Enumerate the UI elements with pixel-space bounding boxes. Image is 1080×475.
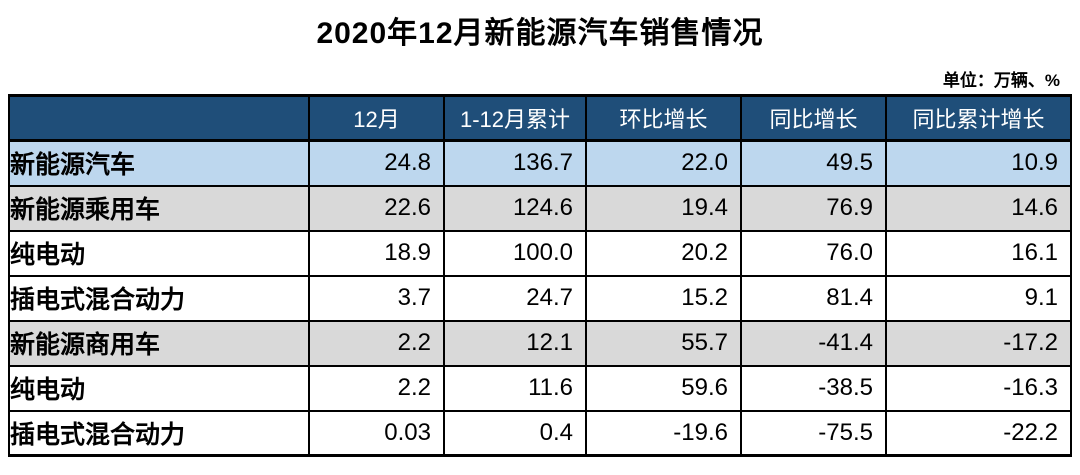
table-header: 12月 1-12月累计 环比增长 同比增长 同比累计增长 <box>8 94 1072 142</box>
cell-value: 81.4 <box>740 274 887 322</box>
cell-value: 24.7 <box>443 274 587 322</box>
cell-value: 14.6 <box>885 184 1072 232</box>
table-row: 插电式混合动力 3.7 24.7 15.2 81.4 9.1 <box>8 274 1072 322</box>
cell-value: -16.3 <box>885 364 1072 412</box>
cell-value: 0.03 <box>308 409 445 457</box>
table-row: 新能源乘用车 22.6 124.6 19.4 76.9 14.6 <box>8 184 1072 232</box>
cell-value: -19.6 <box>585 409 742 457</box>
cell-value: 22.6 <box>308 184 445 232</box>
table-row: 新能源商用车 2.2 12.1 55.7 -41.4 -17.2 <box>8 319 1072 367</box>
cell-value: 9.1 <box>885 274 1072 322</box>
cell-value: -41.4 <box>740 319 887 367</box>
cell-value: 15.2 <box>585 274 742 322</box>
row-label: 新能源汽车 <box>8 139 310 187</box>
cell-value: 18.9 <box>308 229 445 277</box>
cell-value: 11.6 <box>443 364 587 412</box>
page-title: 2020年12月新能源汽车销售情况 <box>316 17 764 50</box>
cell-value: 55.7 <box>585 319 742 367</box>
cell-value: 136.7 <box>443 139 587 187</box>
cell-value: 2.2 <box>308 319 445 367</box>
cell-value: -22.2 <box>885 409 1072 457</box>
cell-value: 12.1 <box>443 319 587 367</box>
cell-value: 3.7 <box>308 274 445 322</box>
row-label: 新能源乘用车 <box>8 184 310 232</box>
row-label: 插电式混合动力 <box>8 409 310 457</box>
column-header: 同比累计增长 <box>885 94 1072 142</box>
cell-value: 16.1 <box>885 229 1072 277</box>
cell-value: 76.0 <box>740 229 887 277</box>
column-header: 1-12月累计 <box>443 94 587 142</box>
cell-value: 19.4 <box>585 184 742 232</box>
cell-value: 59.6 <box>585 364 742 412</box>
report-page: 2020年12月新能源汽车销售情况 单位：万辆、% 12月 1-12月累计 环比增长… <box>0 8 1080 457</box>
cell-value: 76.9 <box>740 184 887 232</box>
row-label: 新能源商用车 <box>8 319 310 367</box>
cell-value: 0.4 <box>443 409 587 457</box>
column-header: 12月 <box>308 94 445 142</box>
cell-value: 124.6 <box>443 184 587 232</box>
nev-sales-table: 12月 1-12月累计 环比增长 同比增长 同比累计增长 新能源汽车 24.8 136.7 2… <box>8 94 1072 457</box>
cell-value: 20.2 <box>585 229 742 277</box>
cell-value: -17.2 <box>885 319 1072 367</box>
cell-value: 22.0 <box>585 139 742 187</box>
table-body: 新能源汽车 24.8 136.7 22.0 49.5 10.9 新能源乘用车 22.6 124.… <box>8 139 1072 457</box>
row-label: 纯电动 <box>8 229 310 277</box>
column-header: 环比增长 <box>585 94 742 142</box>
column-header: 同比增长 <box>740 94 887 142</box>
row-label: 插电式混合动力 <box>8 274 310 322</box>
unit-note: 单位：万辆、% <box>942 71 1060 90</box>
table-row: 纯电动 2.2 11.6 59.6 -38.5 -16.3 <box>8 364 1072 412</box>
row-label-column-header <box>8 94 310 142</box>
header-row: 12月 1-12月累计 环比增长 同比增长 同比累计增长 <box>8 94 1072 142</box>
table-row: 纯电动 18.9 100.0 20.2 76.0 16.1 <box>8 229 1072 277</box>
table-row: 插电式混合动力 0.03 0.4 -19.6 -75.5 -22.2 <box>8 409 1072 457</box>
cell-value: 2.2 <box>308 364 445 412</box>
table-row: 新能源汽车 24.8 136.7 22.0 49.5 10.9 <box>8 139 1072 187</box>
cell-value: 100.0 <box>443 229 587 277</box>
row-label: 纯电动 <box>8 364 310 412</box>
cell-value: -38.5 <box>740 364 887 412</box>
cell-value: 49.5 <box>740 139 887 187</box>
cell-value: -75.5 <box>740 409 887 457</box>
cell-value: 10.9 <box>885 139 1072 187</box>
cell-value: 24.8 <box>308 139 445 187</box>
